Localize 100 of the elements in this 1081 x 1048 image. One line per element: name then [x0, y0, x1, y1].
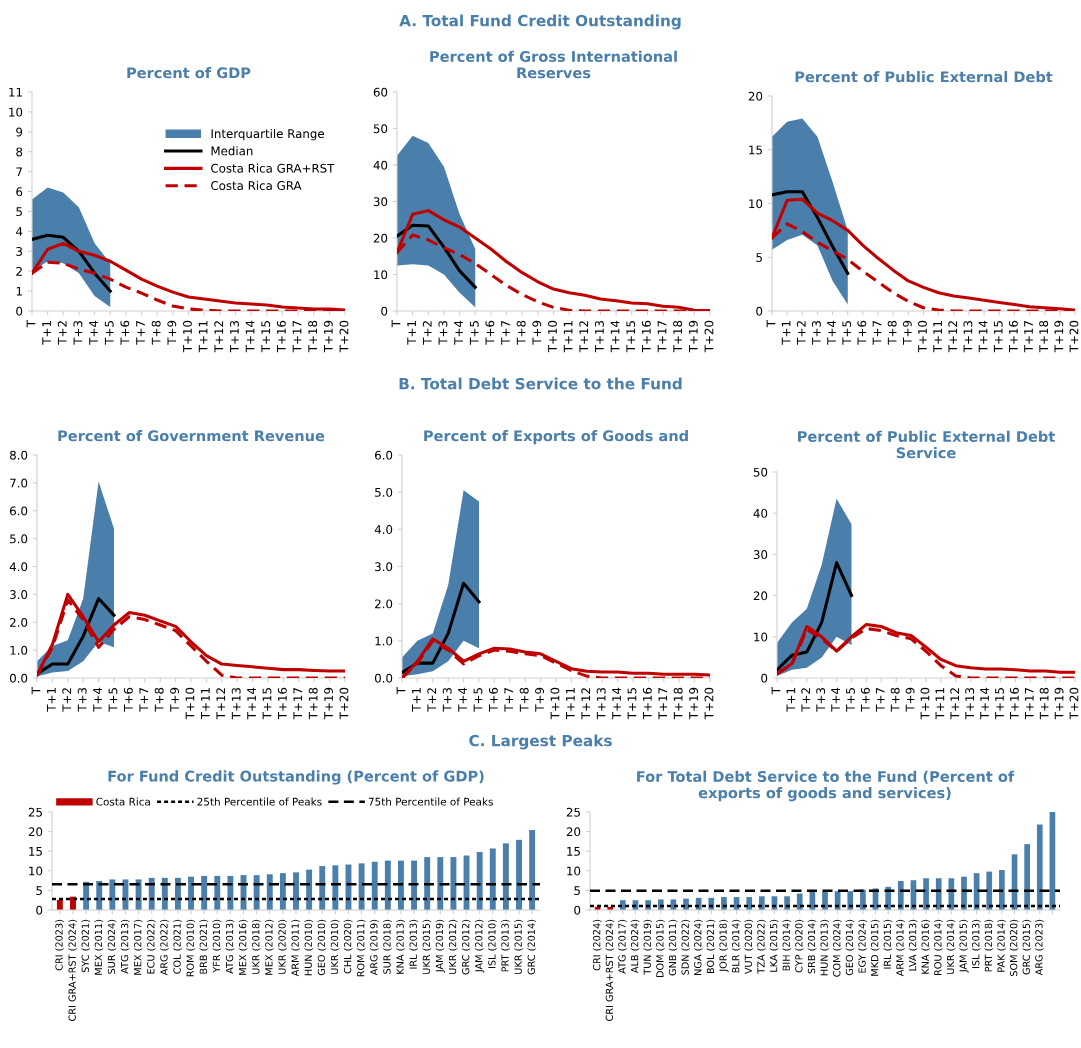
- x-tick-label: T+7: [501, 321, 510, 345]
- x-tick-label: CRI (2024): [592, 919, 602, 971]
- x-tick-label: T+1: [412, 688, 421, 712]
- x-tick-label: HUN (2013): [820, 919, 829, 976]
- x-tick-label: JAM (2012): [474, 919, 485, 973]
- legend-label: Costa Rica GRA: [211, 180, 302, 191]
- x-tick-label: ISL (2010): [488, 919, 497, 968]
- x-tick-label: T+1: [781, 321, 791, 345]
- x-tick-label: T+11: [563, 321, 573, 353]
- bar: [476, 851, 483, 910]
- x-tick-label: T+16: [1009, 687, 1019, 720]
- x-tick-label: T+14: [247, 687, 256, 720]
- x-tick-label: PAK (2014): [997, 919, 1006, 972]
- x-tick-label: T+1: [42, 321, 51, 345]
- x-tick-label: ATG (2013): [120, 919, 130, 974]
- x-tick-label: T+5: [469, 321, 479, 345]
- bar: [489, 848, 496, 910]
- x-tick-label: T+20: [339, 320, 349, 353]
- x-tick-label: ISL (2013): [971, 919, 981, 968]
- x-tick-label: UKR (2018): [251, 919, 261, 974]
- x-tick-label: T+17: [658, 688, 668, 720]
- y-tick-label: 3.0: [10, 590, 28, 600]
- x-tick-label: JOR (2018): [719, 919, 729, 973]
- x-tick-label: T: [26, 319, 36, 328]
- y-tick-label: 15: [567, 847, 580, 856]
- x-tick-label: T+6: [120, 320, 130, 345]
- y-tick-label: 5.0: [375, 487, 393, 497]
- bar: [424, 857, 431, 910]
- x-tick-label: T: [31, 686, 41, 695]
- chart-title: Percent of Exports of Goods and: [424, 430, 688, 445]
- x-tick-label: LKA (2015): [769, 919, 779, 972]
- bar: [986, 871, 993, 910]
- x-tick-label: T+13: [229, 320, 239, 353]
- x-tick-label: T: [766, 319, 776, 328]
- x-tick-label: T+18: [673, 687, 683, 720]
- x-tick-label: T+16: [276, 320, 286, 353]
- x-tick-label: T+9: [902, 320, 912, 345]
- y-tick-label: 5.0: [10, 534, 28, 544]
- x-tick-label: ARG (2019): [370, 919, 379, 976]
- x-tick-label: T+16: [641, 320, 651, 353]
- bar: [1036, 824, 1043, 910]
- x-tick-label: T+16: [1008, 320, 1018, 353]
- x-tick-label: T+19: [688, 320, 698, 353]
- y-tick-label: 4.0: [374, 525, 393, 534]
- y-tick-label: 50: [753, 467, 768, 477]
- bar: [332, 865, 339, 910]
- y-tick-label: 20: [753, 591, 768, 601]
- x-tick-label: T+8: [151, 320, 161, 345]
- x-tick-label: T+19: [324, 687, 334, 720]
- x-tick-label: CRI (2023): [55, 919, 64, 971]
- x-tick-label: T+6: [485, 320, 495, 345]
- x-tick-label: T+2: [427, 688, 437, 712]
- y-tick-label: 4: [16, 227, 23, 236]
- y-tick-label: 10: [9, 107, 23, 117]
- y-tick-label: 15: [749, 145, 762, 155]
- x-tick-label: JAM (2019): [435, 919, 445, 973]
- x-tick-label: PRT (2018): [984, 919, 994, 972]
- x-tick-label: MEX (2012): [265, 919, 274, 975]
- x-tick-label: T+20: [339, 687, 349, 720]
- y-tick-label: 40: [753, 508, 768, 518]
- bar: [847, 891, 854, 910]
- x-tick-label: UKR (2010): [330, 919, 340, 974]
- y-tick-label: 20: [566, 827, 581, 837]
- x-tick-label: T+15: [261, 321, 271, 353]
- y-tick-label: 0: [761, 673, 768, 683]
- x-tick-label: T+14: [980, 687, 989, 720]
- bar: [502, 843, 509, 910]
- x-tick-label: T+1: [47, 688, 56, 712]
- bar: [214, 875, 221, 910]
- x-tick-label: T+10: [548, 320, 557, 353]
- x-tick-label: T+5: [104, 321, 114, 345]
- chart-title: Percent of Public External Debt: [795, 71, 1053, 83]
- bar: [411, 860, 418, 910]
- bar: [135, 879, 142, 910]
- text: B. Total Debt Service to the Fund: [399, 377, 682, 390]
- x-tick-label: LVA (2013): [908, 919, 918, 971]
- bar: [319, 866, 326, 910]
- x-tick-label: T+18: [1039, 687, 1049, 720]
- x-tick-label: T+8: [154, 687, 164, 712]
- bar: [923, 878, 929, 910]
- x-tick-label: ROM (2010): [186, 919, 196, 977]
- x-tick-label: T+8: [516, 320, 526, 345]
- x-tick-label: ARG (2023): [1035, 919, 1044, 976]
- x-tick-label: T+7: [139, 688, 149, 712]
- x-tick-label: T+11: [935, 688, 945, 720]
- bar: [822, 891, 828, 910]
- line-series: [37, 597, 116, 676]
- x-tick-label: T: [396, 686, 406, 695]
- x-tick-label: T+5: [108, 688, 118, 712]
- x-tick-label: T+15: [627, 688, 637, 720]
- x-tick-label: T+10: [918, 320, 927, 353]
- bar: [999, 870, 1005, 910]
- bar: [935, 878, 942, 910]
- x-tick-label: T+11: [933, 321, 942, 353]
- bar: [437, 857, 444, 910]
- x-tick-label: HUN (2010): [304, 919, 314, 976]
- x-tick-label: T+3: [811, 320, 821, 345]
- x-tick-label: T+20: [1069, 687, 1079, 720]
- x-tick-label: T+20: [1069, 320, 1079, 353]
- bar: [293, 872, 299, 910]
